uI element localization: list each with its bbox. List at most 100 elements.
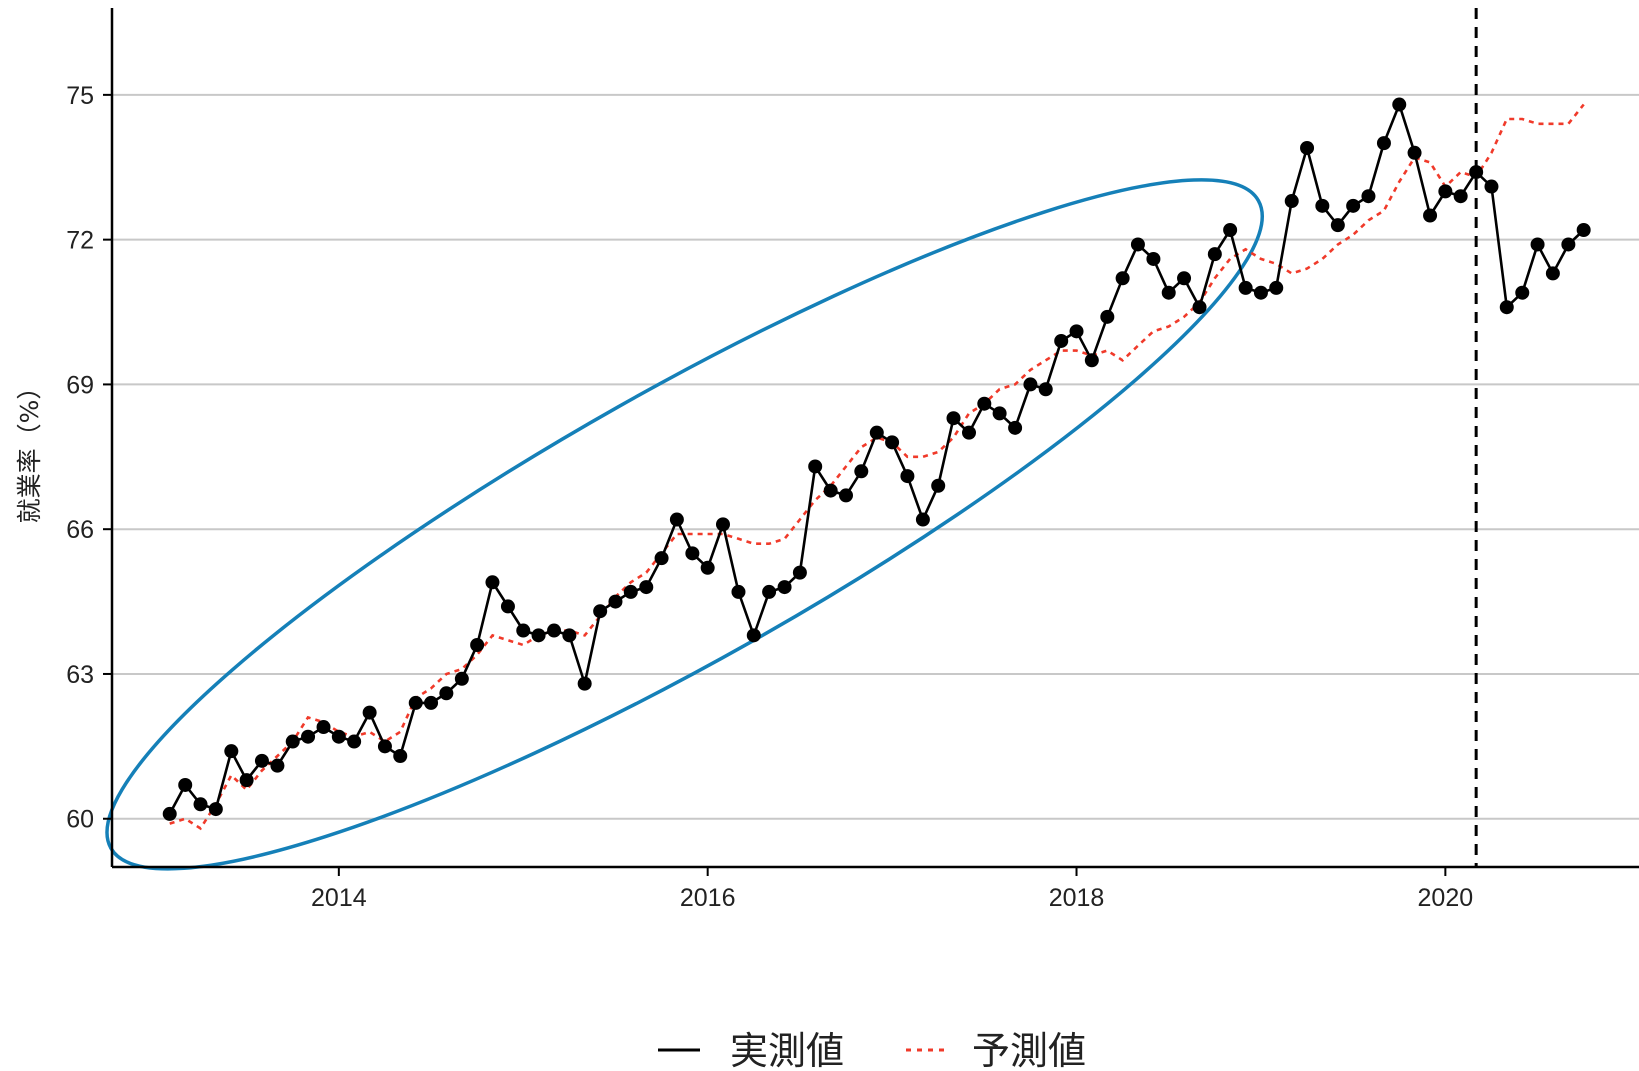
data-point-actual xyxy=(1330,218,1345,233)
y-axis-title: 就業率（%） xyxy=(15,375,44,524)
y-tick-label: 63 xyxy=(66,661,94,689)
data-point-actual xyxy=(1361,189,1376,204)
data-point-actual xyxy=(1300,140,1315,155)
data-point-actual xyxy=(731,584,746,599)
data-point-actual xyxy=(1177,271,1192,286)
series-layer xyxy=(162,97,1591,831)
data-point-actual xyxy=(424,695,439,710)
data-point-actual xyxy=(1499,300,1514,315)
data-point-actual xyxy=(285,734,300,749)
data-point-actual xyxy=(362,705,377,720)
data-point-actual xyxy=(254,753,269,768)
data-point-actual xyxy=(577,676,592,691)
data-point-actual xyxy=(331,729,346,744)
data-point-actual xyxy=(608,594,623,609)
data-point-actual xyxy=(992,406,1007,421)
data-point-actual xyxy=(1207,247,1222,262)
data-point-actual xyxy=(593,604,608,619)
data-point-actual xyxy=(408,695,423,710)
data-point-actual xyxy=(808,459,823,474)
data-point-actual xyxy=(1192,300,1207,315)
data-point-actual xyxy=(1253,285,1268,300)
data-point-actual xyxy=(838,488,853,503)
data-point-actual xyxy=(931,478,946,493)
data-point-actual xyxy=(301,729,316,744)
data-point-actual xyxy=(623,584,638,599)
y-tick-label: 60 xyxy=(66,806,94,834)
data-point-actual xyxy=(1438,184,1453,199)
data-point-actual xyxy=(1023,377,1038,392)
data-point-actual xyxy=(1315,198,1330,213)
data-point-actual xyxy=(316,720,331,735)
data-point-actual xyxy=(454,671,469,686)
data-point-actual xyxy=(224,744,239,759)
x-tick-label: 2014 xyxy=(311,884,367,912)
data-point-actual xyxy=(700,560,715,575)
legend-label-forecast: 予測値 xyxy=(972,1029,1086,1071)
series-line-actual xyxy=(168,100,1585,815)
data-point-actual xyxy=(654,551,669,566)
data-point-actual xyxy=(347,734,362,749)
data-point-actual xyxy=(1223,222,1238,237)
data-point-actual xyxy=(1545,266,1560,281)
data-point-actual xyxy=(792,565,807,580)
data-point-actual xyxy=(869,425,884,440)
data-point-actual xyxy=(1100,309,1115,324)
grid-lines xyxy=(112,93,1639,820)
data-point-actual xyxy=(1561,237,1576,252)
data-point-actual xyxy=(1423,208,1438,223)
data-point-actual xyxy=(762,584,777,599)
data-point-actual xyxy=(946,411,961,426)
data-point-actual xyxy=(377,739,392,754)
data-point-actual xyxy=(1576,222,1591,237)
data-point-actual xyxy=(1146,251,1161,266)
data-point-actual xyxy=(208,802,223,817)
data-point-actual xyxy=(1376,136,1391,151)
data-point-actual xyxy=(1392,97,1407,112)
data-point-actual xyxy=(193,797,208,812)
data-point-actual xyxy=(516,623,531,638)
x-tick-label: 2020 xyxy=(1418,884,1474,912)
data-point-actual xyxy=(531,628,546,643)
y-tick-label: 75 xyxy=(66,82,94,110)
data-point-actual xyxy=(439,686,454,701)
data-point-actual xyxy=(1054,333,1069,348)
highlight-ellipse-layer xyxy=(105,178,1264,871)
data-point-actual xyxy=(639,580,654,595)
data-point-actual xyxy=(393,749,408,764)
data-point-actual xyxy=(1069,324,1084,339)
data-point-actual xyxy=(1084,353,1099,368)
data-point-actual xyxy=(1515,285,1530,300)
data-point-actual xyxy=(977,396,992,411)
data-point-actual xyxy=(669,512,684,527)
data-point-actual xyxy=(885,435,900,450)
data-point-actual xyxy=(270,758,285,773)
data-point-actual xyxy=(1238,280,1253,295)
data-point-actual xyxy=(915,512,930,527)
data-point-actual xyxy=(777,580,792,595)
data-point-actual xyxy=(239,773,254,788)
data-point-actual xyxy=(1115,271,1130,286)
data-point-actual xyxy=(823,483,838,498)
data-point-actual xyxy=(562,628,577,643)
data-point-actual xyxy=(178,777,193,792)
highlight-ellipse xyxy=(105,178,1264,871)
data-point-actual xyxy=(470,638,485,653)
data-point-actual xyxy=(547,623,562,638)
data-point-actual xyxy=(1530,237,1545,252)
data-point-actual xyxy=(1407,145,1422,160)
data-point-actual xyxy=(1161,285,1176,300)
data-point-actual xyxy=(485,575,500,590)
data-point-actual xyxy=(500,599,515,614)
data-point-actual xyxy=(1346,198,1361,213)
legend-label-actual: 実測値 xyxy=(730,1029,844,1071)
y-tick-label: 66 xyxy=(66,516,94,544)
data-point-actual xyxy=(1038,382,1053,397)
data-point-actual xyxy=(162,806,177,821)
data-point-actual xyxy=(1484,179,1499,194)
data-point-actual xyxy=(962,425,977,440)
data-point-actual xyxy=(1008,420,1023,435)
data-point-actual xyxy=(1130,237,1145,252)
y-tick-label: 72 xyxy=(66,227,94,255)
